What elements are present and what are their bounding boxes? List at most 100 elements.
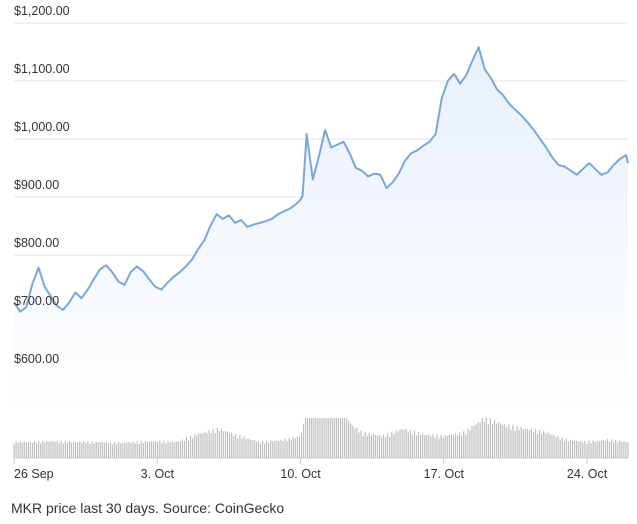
volume-bar <box>532 432 535 458</box>
volume-bar <box>46 440 48 458</box>
volume-bar <box>325 394 327 458</box>
volume-bar <box>56 440 58 458</box>
volume-bar <box>120 443 122 458</box>
volume-bar <box>91 441 93 458</box>
volume-bar <box>559 439 561 458</box>
volume-bar <box>380 437 383 458</box>
price-line <box>13 46 629 313</box>
volume-bar <box>522 429 524 458</box>
volume-bar <box>272 441 274 458</box>
volume-bar <box>15 441 17 458</box>
volume-bar <box>216 427 218 458</box>
volume-bar <box>321 389 323 458</box>
volume-bar <box>214 433 216 458</box>
volume-bar <box>93 443 95 458</box>
volume-bar <box>335 410 338 458</box>
price-area <box>14 47 628 418</box>
volume-bar <box>514 430 516 458</box>
volume-bar <box>372 434 374 458</box>
volume-bar <box>52 441 54 458</box>
volume-bar <box>456 435 459 458</box>
volume-bar <box>452 434 455 458</box>
volume-bar <box>187 440 190 458</box>
volume-bar <box>220 428 223 458</box>
volume-bar <box>107 443 110 458</box>
volume-bar <box>508 424 510 458</box>
volume-bar <box>493 419 496 458</box>
volume-bar <box>161 443 163 458</box>
volume-bar <box>159 440 161 458</box>
volume-bar <box>387 432 389 458</box>
volume-bar <box>419 435 422 458</box>
volume-bar <box>253 440 255 458</box>
volume-bar <box>461 435 463 458</box>
volume-bar <box>259 443 262 458</box>
volume-bar <box>103 442 105 458</box>
volume-bar <box>66 443 68 458</box>
y-tick-label: $1,200.00 <box>14 4 70 18</box>
volume-bar <box>615 439 617 458</box>
volume-bar <box>463 431 465 458</box>
volume-bar <box>257 440 259 458</box>
volume-bar <box>144 441 147 458</box>
volume-bar <box>337 402 340 458</box>
volume-bar <box>323 389 325 458</box>
volume-bar <box>290 440 292 458</box>
volume-bar <box>602 439 604 458</box>
volume-bar <box>206 433 208 458</box>
volume-bar <box>173 442 175 458</box>
volume-bar <box>278 441 280 458</box>
volume-bar <box>237 438 239 458</box>
volume-bar <box>40 443 42 458</box>
volume-bar <box>21 442 23 458</box>
volume-bar <box>79 441 81 458</box>
volume-bar <box>111 444 114 458</box>
volume-bar <box>229 433 231 458</box>
volume-bar <box>588 440 590 458</box>
volume-bar <box>105 441 108 458</box>
x-tick-label: 17. Oct <box>424 467 465 481</box>
volume-bar <box>95 441 97 458</box>
volume-bar <box>64 440 66 458</box>
volume-bar <box>454 433 457 458</box>
volume-bar <box>19 441 21 458</box>
y-tick-label: $1,100.00 <box>14 62 70 76</box>
volume-bar <box>399 429 401 458</box>
volume-bar <box>208 429 210 458</box>
volume-bar <box>407 432 409 458</box>
volume-bar <box>268 442 270 458</box>
volume-bar <box>506 427 508 458</box>
volume-bar <box>360 430 362 458</box>
volume-bar <box>469 430 471 458</box>
volume-bar <box>241 438 243 458</box>
x-tick-label: 24. Oct <box>567 467 608 481</box>
volume-bar <box>146 442 149 458</box>
volume-bar <box>356 427 358 458</box>
volume-bar <box>296 436 298 458</box>
volume-bar <box>448 434 450 458</box>
volume-bar <box>309 405 311 458</box>
volume-bar <box>304 418 307 458</box>
volume-bar <box>31 442 34 458</box>
volume-bar <box>319 388 321 458</box>
volume-bar <box>118 441 120 458</box>
volume-bar <box>485 416 487 458</box>
volume-bar <box>134 443 136 458</box>
volume-bar <box>563 441 565 458</box>
x-axis-ticks: 26 Sep 3. Oct 10. Oct 17. Oct 24. Oct <box>13 458 608 481</box>
volume-bar <box>553 434 555 458</box>
volume-bar <box>192 438 194 458</box>
volume-bar <box>405 428 407 458</box>
volume-bar <box>545 433 547 458</box>
volume-bar <box>233 436 235 458</box>
volume-bar <box>226 431 229 458</box>
volume-bar <box>87 441 89 458</box>
volume-bar <box>179 441 181 458</box>
volume-bar <box>33 441 36 458</box>
y-axis-ticks: $600.00 $700.00 $800.00 $900.00 $1,000.00 $1,… <box>14 4 70 366</box>
volume-bar <box>395 430 397 458</box>
volume-bar <box>282 441 284 458</box>
volume-bar <box>42 440 44 458</box>
volume-bar <box>270 440 272 458</box>
volume-bar <box>438 438 440 458</box>
